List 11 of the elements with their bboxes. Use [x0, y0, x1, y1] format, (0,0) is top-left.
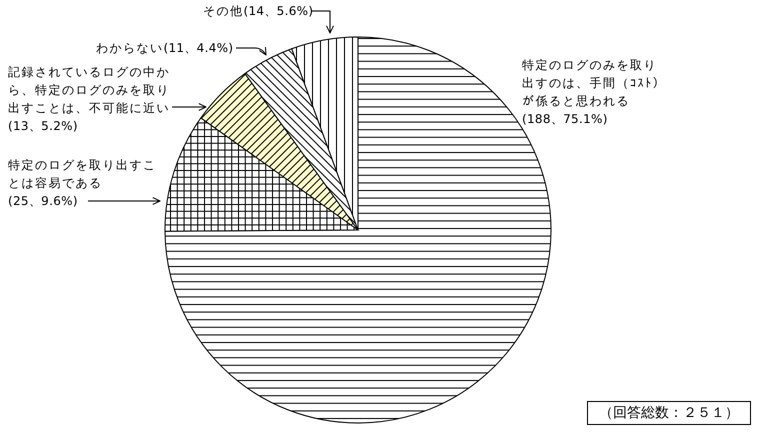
slice-label: 特定のログを取り出すことは容易である: [8, 158, 156, 190]
data-label: (13、5.2%): [8, 118, 79, 135]
slice-label: 記録されているログの中から、特定のログのみを取り出すことは、不可能に近い: [8, 65, 170, 115]
data-label: (11、4.4%): [164, 41, 234, 55]
slice-label: その他: [203, 4, 244, 18]
slice-label: わからない: [96, 41, 164, 55]
slice-label: 特定のログのみを取り出すのは、手間（ｺｽﾄ）が係ると思われる: [522, 58, 666, 108]
data-label: (25、9.6%): [8, 193, 79, 210]
data-label: (188、75.1%): [522, 111, 609, 128]
data-label: (14、5.6%): [244, 4, 314, 18]
text: （回答総数：２５１）: [587, 401, 751, 425]
